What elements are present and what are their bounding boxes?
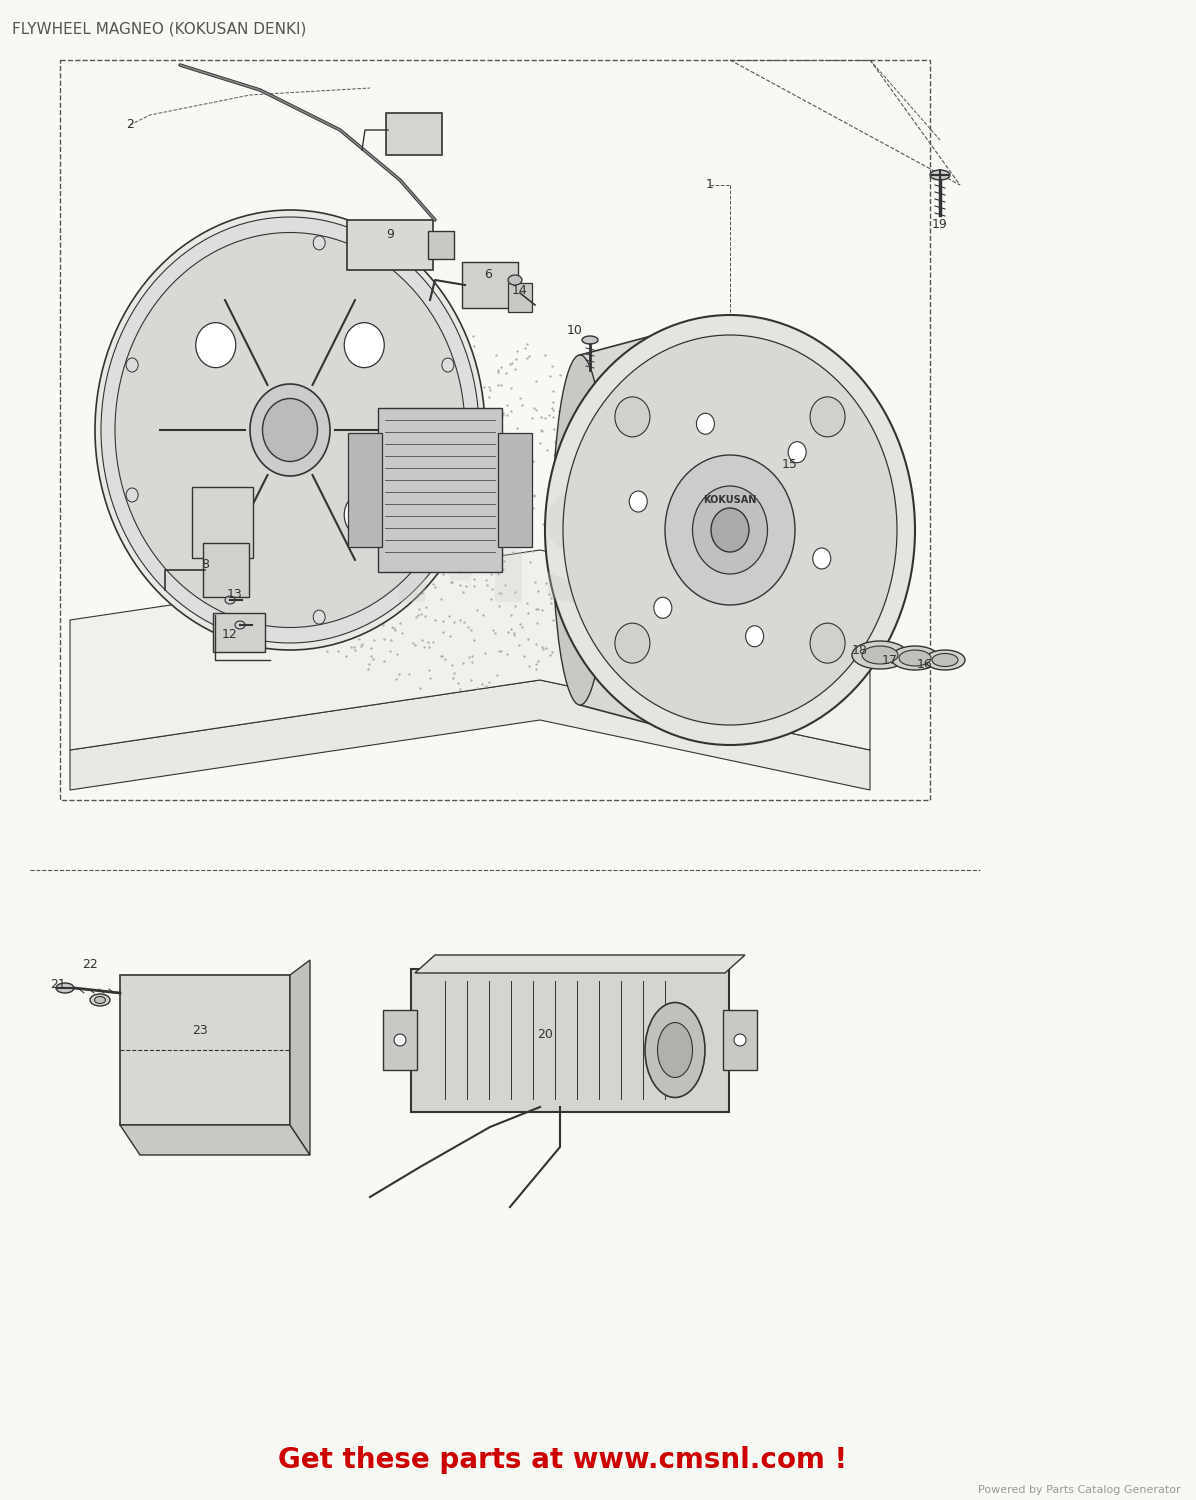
Ellipse shape xyxy=(696,413,714,434)
Ellipse shape xyxy=(313,236,325,250)
FancyBboxPatch shape xyxy=(383,1010,417,1070)
Ellipse shape xyxy=(234,621,245,628)
Text: 23: 23 xyxy=(193,1023,208,1036)
FancyBboxPatch shape xyxy=(348,433,382,548)
Text: 21: 21 xyxy=(50,978,66,992)
Text: KOKUSAN: KOKUSAN xyxy=(703,495,757,506)
Ellipse shape xyxy=(852,640,908,669)
Ellipse shape xyxy=(563,334,897,724)
FancyBboxPatch shape xyxy=(508,284,532,312)
Text: FLYWHEEL MAGNEO (KOKUSAN DENKI): FLYWHEEL MAGNEO (KOKUSAN DENKI) xyxy=(12,22,306,38)
Ellipse shape xyxy=(862,646,898,664)
FancyBboxPatch shape xyxy=(213,614,266,652)
Ellipse shape xyxy=(745,626,763,646)
Text: Powered by Parts Catalog Generator: Powered by Parts Catalog Generator xyxy=(978,1485,1180,1496)
Ellipse shape xyxy=(225,596,234,604)
Ellipse shape xyxy=(545,315,915,746)
FancyBboxPatch shape xyxy=(411,969,730,1112)
Polygon shape xyxy=(415,956,745,974)
Ellipse shape xyxy=(344,492,384,537)
Ellipse shape xyxy=(90,994,110,1006)
Ellipse shape xyxy=(692,486,768,574)
Ellipse shape xyxy=(100,217,480,644)
FancyBboxPatch shape xyxy=(428,231,454,260)
Ellipse shape xyxy=(925,650,965,670)
Ellipse shape xyxy=(734,1034,746,1046)
Text: 15: 15 xyxy=(782,459,798,471)
Text: 17: 17 xyxy=(883,654,898,666)
FancyBboxPatch shape xyxy=(203,543,249,597)
Ellipse shape xyxy=(615,398,649,436)
Ellipse shape xyxy=(788,441,806,462)
Text: 19: 19 xyxy=(932,219,948,231)
FancyBboxPatch shape xyxy=(378,408,502,572)
Polygon shape xyxy=(71,550,869,750)
Ellipse shape xyxy=(115,232,465,627)
Ellipse shape xyxy=(810,398,846,436)
Polygon shape xyxy=(289,960,310,1155)
FancyBboxPatch shape xyxy=(724,1010,757,1070)
Ellipse shape xyxy=(344,322,384,368)
Ellipse shape xyxy=(645,1002,704,1098)
Text: CMS: CMS xyxy=(273,486,647,634)
Text: 18: 18 xyxy=(852,644,868,657)
Ellipse shape xyxy=(126,358,138,372)
Ellipse shape xyxy=(441,358,453,372)
Ellipse shape xyxy=(553,356,608,705)
Text: Get these parts at www.cmsnl.com !: Get these parts at www.cmsnl.com ! xyxy=(277,1446,847,1474)
Polygon shape xyxy=(580,315,730,746)
Ellipse shape xyxy=(508,274,521,285)
Ellipse shape xyxy=(196,492,236,537)
Ellipse shape xyxy=(658,1023,692,1077)
Ellipse shape xyxy=(582,336,598,344)
Ellipse shape xyxy=(250,384,330,476)
Text: 2: 2 xyxy=(126,118,134,132)
Text: 14: 14 xyxy=(512,284,527,297)
FancyBboxPatch shape xyxy=(386,112,443,154)
Text: 6: 6 xyxy=(484,268,492,282)
Text: 13: 13 xyxy=(227,588,243,602)
FancyBboxPatch shape xyxy=(498,433,532,548)
Ellipse shape xyxy=(441,488,453,502)
Ellipse shape xyxy=(930,170,950,180)
Ellipse shape xyxy=(665,454,795,604)
Text: 1: 1 xyxy=(706,178,714,192)
Ellipse shape xyxy=(710,509,749,552)
Ellipse shape xyxy=(813,548,831,568)
Text: 20: 20 xyxy=(537,1029,553,1041)
FancyBboxPatch shape xyxy=(462,262,518,308)
Ellipse shape xyxy=(126,488,138,502)
Ellipse shape xyxy=(196,322,236,368)
Ellipse shape xyxy=(932,654,958,666)
Ellipse shape xyxy=(94,996,105,1004)
Text: 10: 10 xyxy=(567,324,582,336)
Text: 8: 8 xyxy=(201,558,209,572)
Ellipse shape xyxy=(654,597,672,618)
Ellipse shape xyxy=(891,646,939,670)
Ellipse shape xyxy=(262,399,317,462)
Ellipse shape xyxy=(94,210,486,650)
Text: 12: 12 xyxy=(222,628,238,642)
Ellipse shape xyxy=(810,622,846,663)
Polygon shape xyxy=(120,1125,310,1155)
Ellipse shape xyxy=(56,982,74,993)
FancyBboxPatch shape xyxy=(347,220,433,270)
Polygon shape xyxy=(120,975,289,1125)
Text: 22: 22 xyxy=(83,958,98,972)
Ellipse shape xyxy=(313,610,325,624)
Text: 16: 16 xyxy=(917,658,933,672)
FancyBboxPatch shape xyxy=(193,488,254,558)
Ellipse shape xyxy=(615,622,649,663)
Text: 9: 9 xyxy=(386,228,393,242)
Ellipse shape xyxy=(393,1034,405,1046)
Ellipse shape xyxy=(899,650,930,666)
Polygon shape xyxy=(71,680,869,790)
Ellipse shape xyxy=(629,490,647,512)
